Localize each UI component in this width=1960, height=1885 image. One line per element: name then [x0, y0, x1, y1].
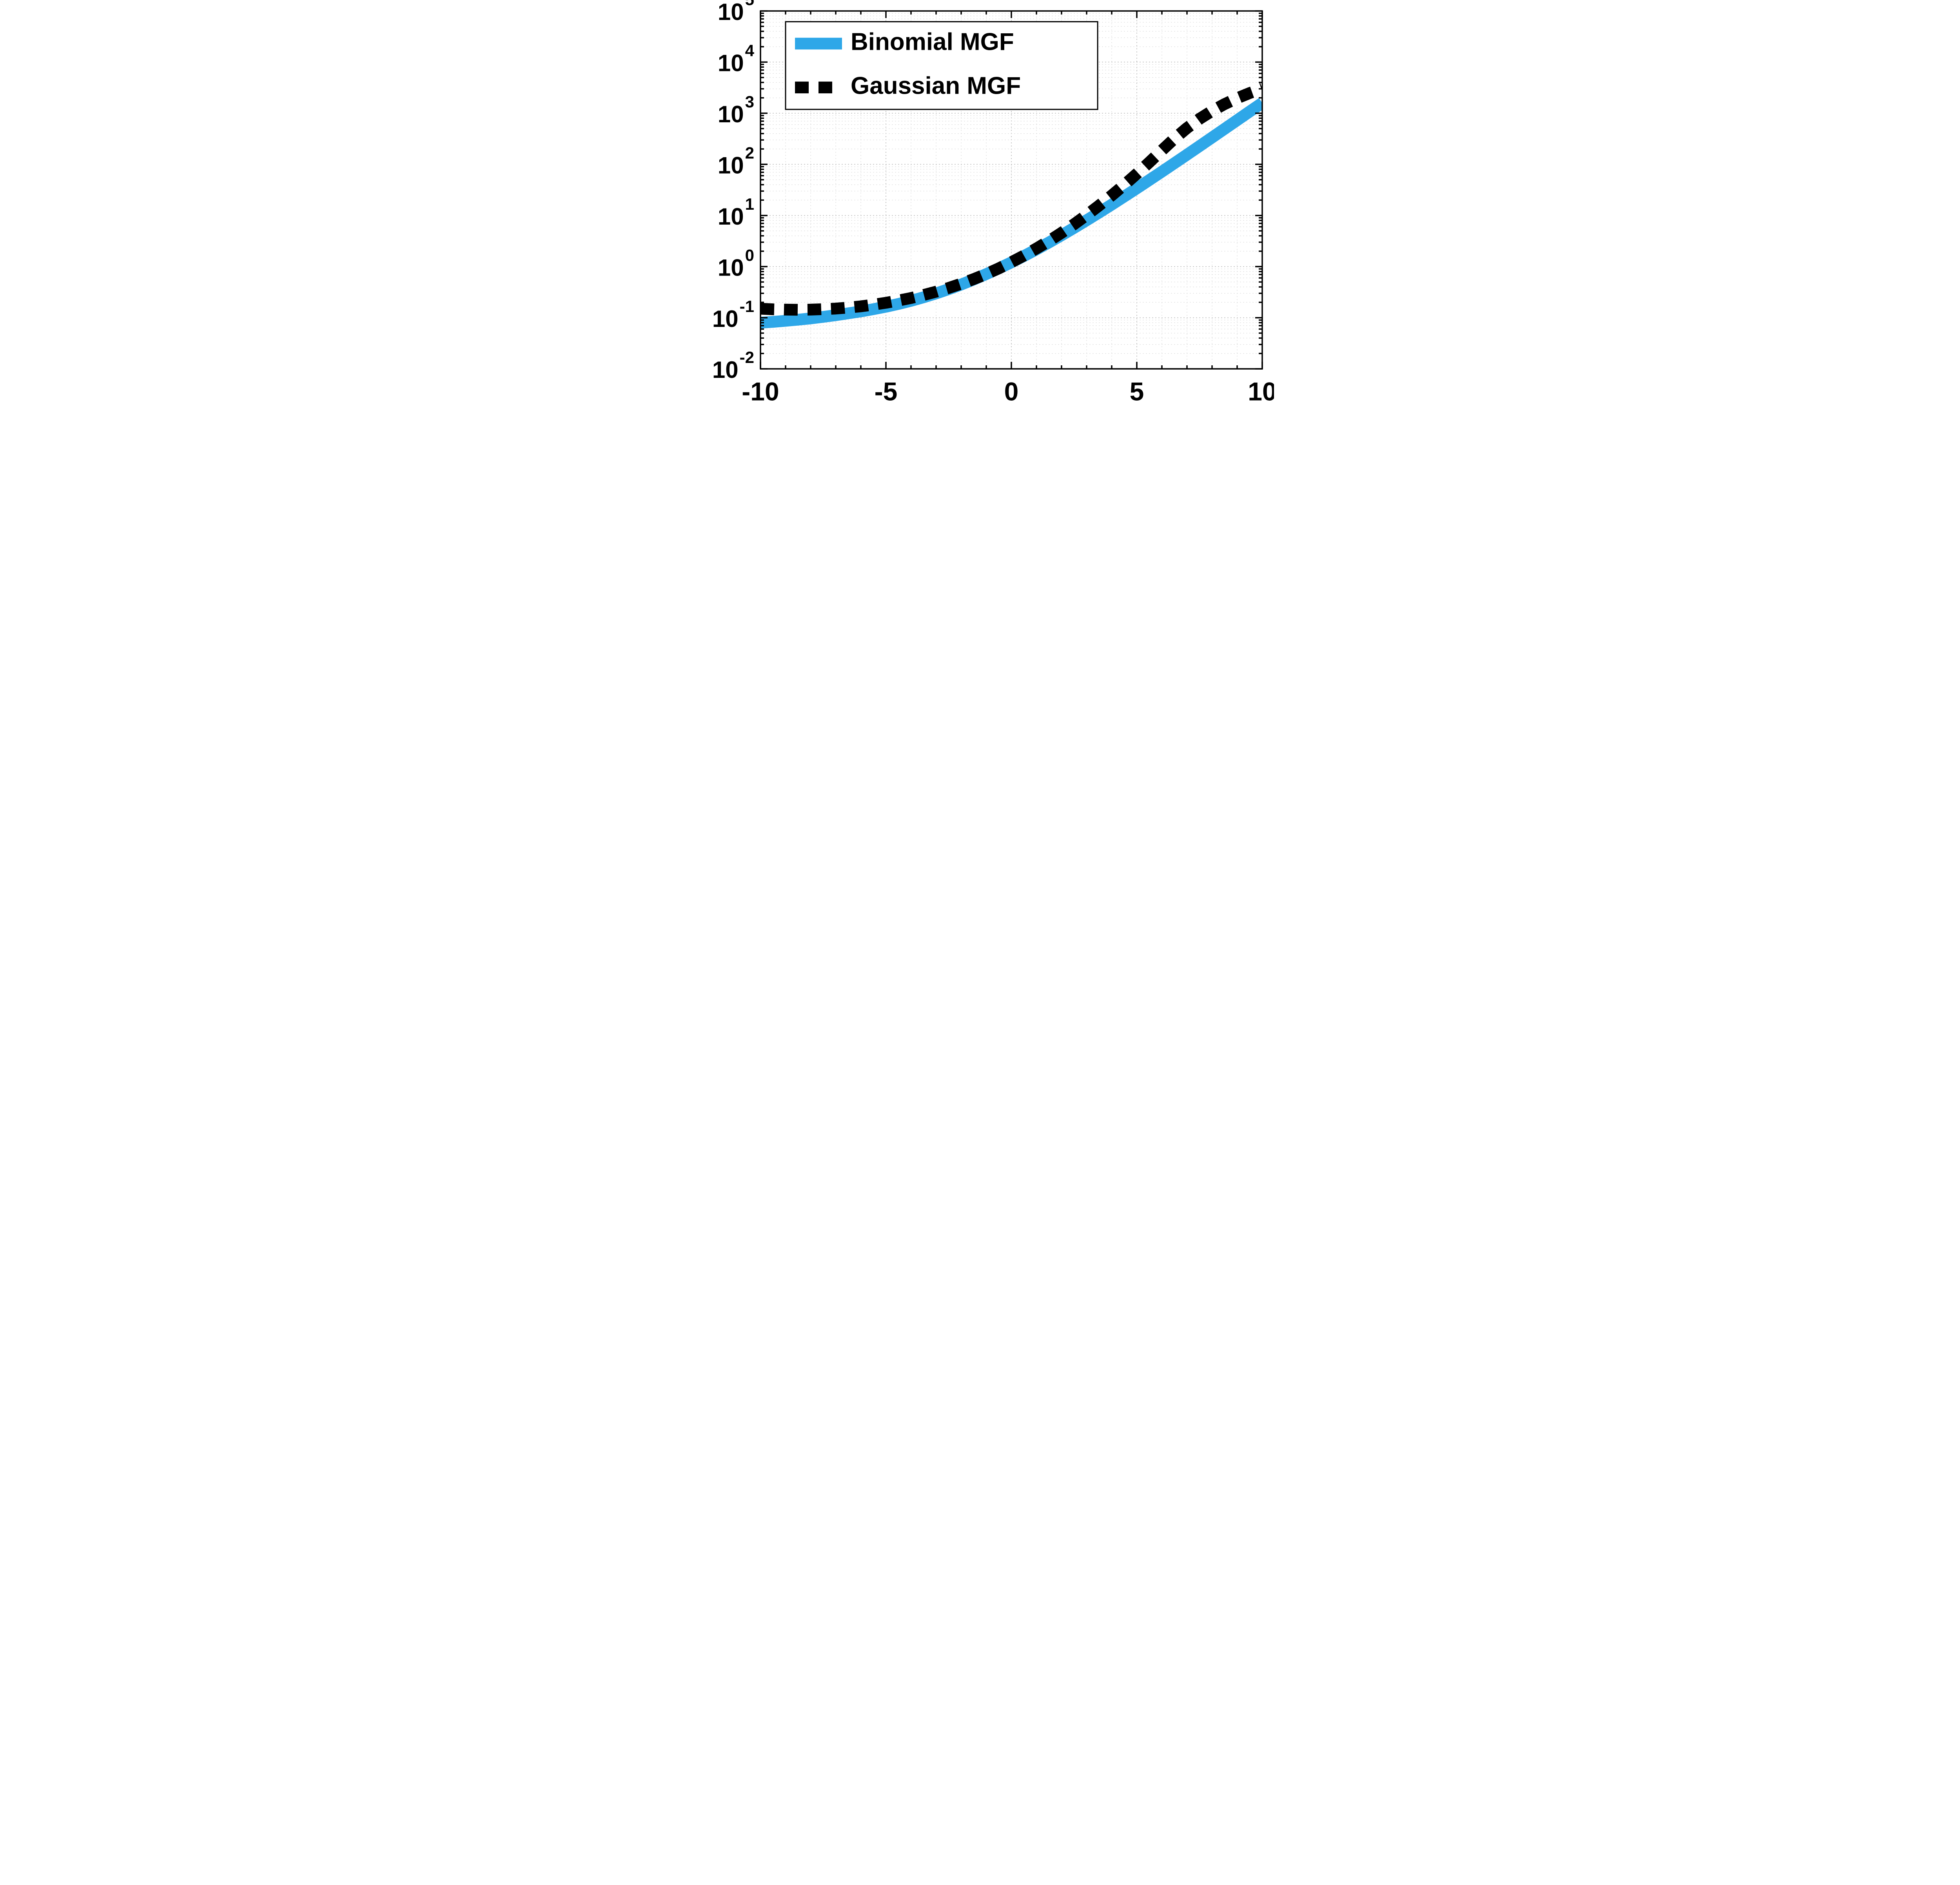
x-tick-label: -10 [742, 377, 779, 406]
mgf-chart: -10-5051010-210-1100101102103104105Binom… [686, 0, 1274, 410]
chart-container: -10-5051010-210-1100101102103104105Binom… [686, 0, 1274, 410]
x-tick-label: -5 [875, 377, 898, 406]
x-tick-label: 10 [1248, 377, 1274, 406]
legend-label: Binomial MGF [851, 29, 1014, 56]
x-tick-label: 0 [1004, 377, 1019, 406]
x-tick-label: 5 [1130, 377, 1144, 406]
legend-label: Gaussian MGF [851, 73, 1021, 100]
legend: Binomial MGF Gaussian MGF [786, 22, 1098, 109]
